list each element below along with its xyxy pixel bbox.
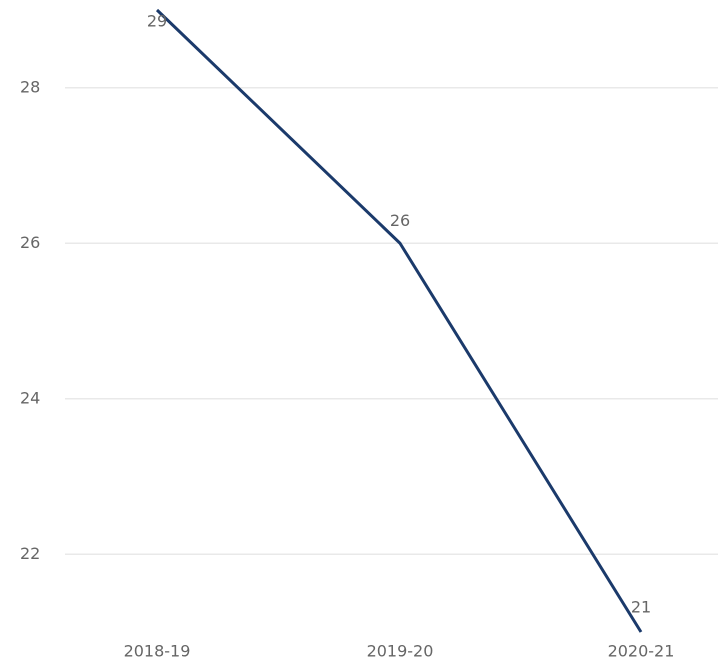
y-tick-label: 24 xyxy=(20,388,40,407)
x-tick-label: 2018-19 xyxy=(124,642,191,661)
x-tick-label: 2019-20 xyxy=(367,642,434,661)
y-tick-label: 26 xyxy=(20,233,40,252)
data-label: 26 xyxy=(390,211,410,230)
y-tick-label: 22 xyxy=(20,544,40,563)
x-tick-label: 2020-21 xyxy=(608,642,675,661)
data-label: 29 xyxy=(147,12,167,31)
data-label: 21 xyxy=(631,598,651,617)
y-tick-label: 28 xyxy=(20,77,40,96)
line xyxy=(155,8,643,633)
